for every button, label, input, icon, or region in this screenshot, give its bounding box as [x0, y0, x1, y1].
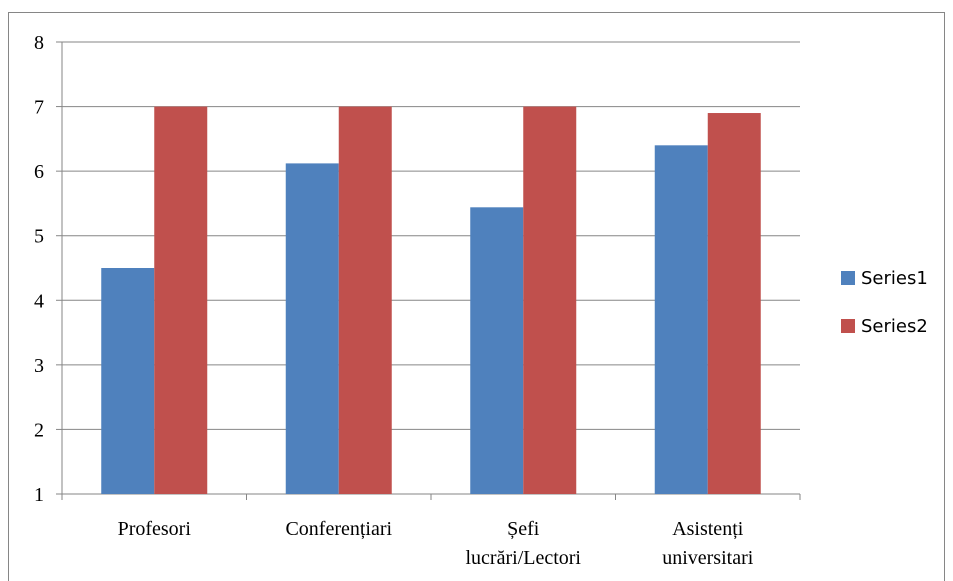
- legend-label-series2: Series2: [861, 316, 928, 337]
- legend-swatch-series1: [841, 271, 855, 285]
- bar-series2-0: [154, 106, 208, 495]
- legend-label-series1: Series1: [861, 268, 928, 289]
- bar-series1-1: [285, 163, 339, 494]
- y-tick-label: 5: [34, 226, 44, 248]
- bar-series1-0: [101, 268, 155, 494]
- y-tick-label: 2: [34, 419, 44, 441]
- y-tick-label: 6: [34, 161, 44, 183]
- x-category-label: Conferențiari: [285, 518, 392, 540]
- y-tick-label: 8: [34, 32, 44, 54]
- x-category-label: universitari: [662, 547, 754, 569]
- bar-series2-1: [338, 106, 392, 495]
- bar-series1-3: [654, 145, 708, 495]
- legend-swatch-series2: [841, 319, 855, 333]
- y-tick-label: 1: [34, 484, 44, 506]
- bar-series2-2: [523, 106, 577, 495]
- bar-series1-2: [470, 207, 524, 494]
- y-tick-label: 7: [34, 97, 44, 119]
- x-category-label: Șefi: [507, 518, 540, 540]
- y-tick-label: 3: [34, 355, 44, 377]
- x-category-label: Asistenți: [672, 518, 744, 540]
- chart-frame: [8, 12, 945, 581]
- bar-series2-3: [707, 113, 761, 495]
- y-tick-label: 4: [34, 290, 44, 312]
- x-category-label: Profesori: [118, 518, 192, 540]
- x-category-label: lucrări/Lectori: [466, 547, 582, 569]
